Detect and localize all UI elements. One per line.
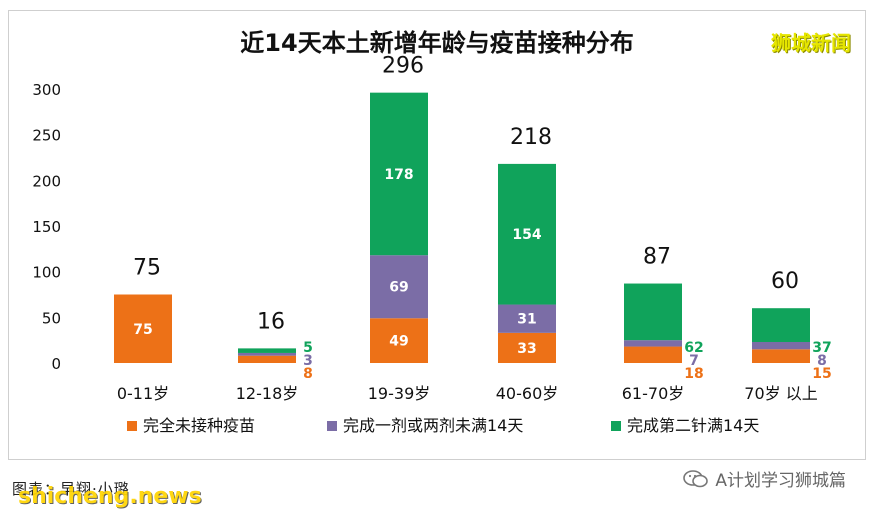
bar-segment [238,355,296,363]
wechat-icon [683,469,709,489]
bar-segment [498,304,556,333]
x-axis: 0-11岁 12-18岁 19-39岁 40-60岁 61-70岁 70岁 以上 [117,384,818,403]
segment-label: 7 [689,353,699,369]
segment-label: 75 [133,322,152,338]
category-label: 40-60岁 [496,384,559,403]
brand-logo-text: 狮城新闻 [771,31,851,55]
legend-label: 完成一剂或两剂未满14天 [343,416,523,435]
category-label: 12-18岁 [236,384,299,403]
y-axis: 0 50 100 150 200 250 300 [32,81,61,373]
segment-label: 69 [389,280,408,296]
segment-label: 8 [817,353,827,369]
segment-label: 8 [303,366,313,382]
segment-label: 37 [812,340,831,356]
bar-segment [624,283,682,341]
bar-segment [370,318,428,363]
y-tick-label: 0 [51,355,61,373]
chart-title: 近14天本土新增年龄与疫苗接种分布 [240,29,633,57]
segment-label: 15 [812,366,831,382]
y-tick-label: 250 [32,127,61,145]
watermark-site: shicheng.news [18,484,202,509]
bar-segment [752,341,810,350]
segment-label: 33 [517,341,536,357]
total-label: 87 [643,245,671,270]
total-label: 16 [257,309,285,334]
bar-segment [238,348,296,353]
category-label: 19-39岁 [368,384,431,403]
bar-segment [114,294,172,363]
segment-label: 154 [512,227,541,243]
category-label: 0-11岁 [117,384,169,403]
segment-label: 18 [684,366,703,382]
segment-label: 49 [389,334,408,350]
y-tick-label: 100 [32,264,61,282]
bar-segment [752,349,810,363]
segment-label: 5 [303,340,313,356]
y-tick-label: 200 [32,172,61,190]
y-tick-label: 300 [32,81,61,99]
total-label: 60 [771,269,799,294]
legend-label: 完全未接种疫苗 [143,416,255,435]
bar-segment [370,255,428,319]
legend-swatch [611,421,621,431]
segment-label: 62 [684,340,703,356]
segment-label: 31 [517,312,536,328]
legend: 完全未接种疫苗 完成一剂或两剂未满14天 完成第二针满14天 [127,416,759,435]
bar-segment [238,352,296,356]
y-tick-label: 50 [42,309,61,327]
credit-text: 图表：早翔·小璐 [12,480,130,498]
category-label: 70岁 以上 [744,384,817,403]
bar-segment [498,332,556,363]
total-label: 296 [382,54,424,79]
watermark-account-text: A计划学习狮城篇 [715,471,846,491]
y-tick-label: 150 [32,218,61,236]
segment-label: 178 [384,167,413,183]
category-label: 61-70岁 [622,384,685,403]
legend-swatch [327,421,337,431]
total-label: 218 [510,125,552,150]
legend-label: 完成第二针满14天 [627,416,759,435]
bar-segment [624,346,682,363]
legend-swatch [127,421,137,431]
segment-label: 3 [303,353,313,369]
chart-frame: 近14天本土新增年龄与疫苗接种分布 0 50 100 150 200 250 300 75 7… [8,10,866,460]
total-label: 75 [133,256,161,281]
watermark-account: A计划学习狮城篇 [683,466,846,491]
bar-segment [752,308,810,342]
bar-segment [498,163,556,305]
bar-segment [370,92,428,256]
bar-segment [624,340,682,347]
